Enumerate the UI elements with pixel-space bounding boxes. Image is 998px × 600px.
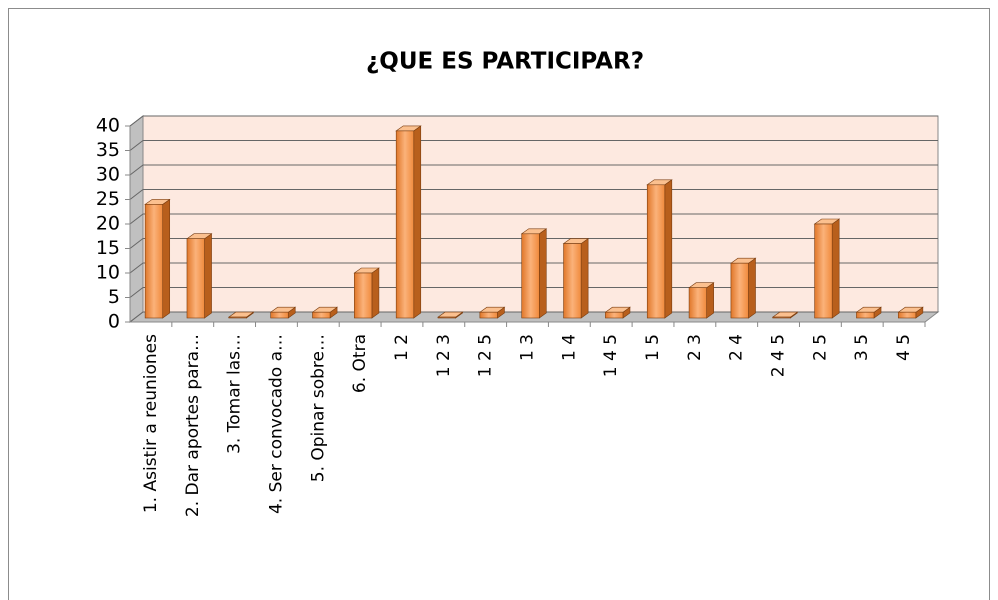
bar bbox=[395, 125, 422, 319]
grid-line bbox=[129, 238, 938, 249]
grid-line bbox=[129, 311, 938, 323]
bar bbox=[771, 311, 799, 319]
bar-side bbox=[580, 238, 589, 319]
bar bbox=[688, 282, 715, 319]
x-tick-label: 4 5 bbox=[894, 334, 914, 361]
bar-front bbox=[228, 316, 247, 319]
x-tick-label: 4. Ser convocado a… bbox=[266, 334, 286, 514]
y-tick-label: 25 bbox=[96, 188, 120, 210]
y-tick-label: 40 bbox=[96, 115, 120, 137]
bar-front bbox=[354, 272, 373, 319]
x-tick-label: 2 4 bbox=[727, 334, 747, 361]
bar-front bbox=[479, 311, 498, 319]
bar bbox=[562, 238, 590, 319]
bar-side bbox=[162, 198, 171, 319]
bar-front bbox=[856, 311, 875, 319]
y-tick-label: 30 bbox=[96, 164, 120, 186]
bar-front bbox=[688, 287, 707, 319]
bar bbox=[813, 218, 841, 319]
bar-front bbox=[437, 316, 456, 319]
grid-line bbox=[129, 164, 938, 176]
x-tick-label: 3 5 bbox=[852, 334, 872, 361]
bar-front bbox=[646, 184, 666, 319]
bar bbox=[855, 306, 882, 319]
grid-line bbox=[129, 189, 938, 200]
x-tick-label: 1 4 5 bbox=[601, 334, 621, 377]
bar-side bbox=[831, 218, 840, 319]
bar-side bbox=[204, 233, 212, 319]
bar bbox=[144, 198, 171, 319]
grid-line bbox=[129, 287, 938, 298]
x-tick-label: 2 4 5 bbox=[769, 334, 789, 377]
bar bbox=[311, 306, 339, 319]
bar-front bbox=[605, 311, 624, 319]
bar bbox=[646, 179, 673, 319]
bar bbox=[269, 306, 297, 319]
x-tick-label: 2. Dar aportes para… bbox=[183, 334, 203, 517]
bar-front bbox=[814, 223, 833, 319]
x-tick-label: 3. Tomar las… bbox=[225, 334, 245, 454]
y-tick-label: 35 bbox=[96, 139, 120, 161]
y-tick-label: 0 bbox=[108, 311, 120, 333]
bar bbox=[437, 311, 464, 319]
x-tick-label: 1 2 bbox=[392, 334, 412, 361]
bar-front bbox=[563, 243, 582, 319]
x-tick-label: 5. Opinar sobre… bbox=[308, 334, 328, 482]
bar-front bbox=[772, 316, 791, 319]
x-tick-label: 1 2 3 bbox=[434, 334, 454, 377]
x-tick-label: 6. Otra bbox=[350, 334, 370, 393]
x-tick-label: 1 4 bbox=[559, 334, 579, 361]
bar-side bbox=[413, 125, 422, 319]
y-tick-label: 15 bbox=[96, 237, 120, 259]
bar-front bbox=[270, 311, 289, 319]
chart-title: ¿QUE ES PARTICIPAR? bbox=[366, 49, 644, 75]
bar-side bbox=[706, 282, 714, 319]
bar-front bbox=[144, 204, 164, 319]
bar bbox=[897, 306, 924, 319]
x-tick-label: 2 5 bbox=[810, 334, 830, 361]
bar-front bbox=[395, 130, 415, 319]
x-tick-label: 1 3 bbox=[518, 334, 538, 361]
grid-line bbox=[129, 115, 938, 127]
y-tick-label: 5 bbox=[108, 286, 120, 308]
grid-line bbox=[129, 213, 938, 225]
x-tick-label: 2 3 bbox=[685, 334, 705, 361]
bar bbox=[604, 306, 631, 319]
bar-front bbox=[730, 262, 749, 319]
bar bbox=[520, 228, 548, 319]
y-tick-label: 10 bbox=[96, 262, 120, 284]
bar bbox=[353, 267, 380, 319]
bar-side bbox=[664, 179, 673, 319]
bar bbox=[729, 257, 757, 319]
bar-side bbox=[371, 267, 380, 319]
bar bbox=[478, 306, 506, 319]
bar-side bbox=[748, 257, 756, 319]
x-tick-label: 1 2 5 bbox=[476, 334, 496, 377]
bar-front bbox=[312, 311, 331, 319]
grid-line bbox=[129, 262, 938, 274]
grid-line bbox=[129, 140, 938, 151]
x-tick-label: 1 5 bbox=[643, 334, 663, 361]
bar-front bbox=[521, 233, 540, 319]
y-tick-label: 20 bbox=[96, 213, 120, 235]
bar-side bbox=[538, 228, 547, 319]
bar-front bbox=[897, 311, 917, 319]
bar bbox=[186, 233, 213, 319]
bar-front bbox=[186, 238, 205, 319]
x-tick-label: 1. Asistir a reuniones bbox=[141, 334, 161, 513]
bar bbox=[227, 311, 255, 319]
